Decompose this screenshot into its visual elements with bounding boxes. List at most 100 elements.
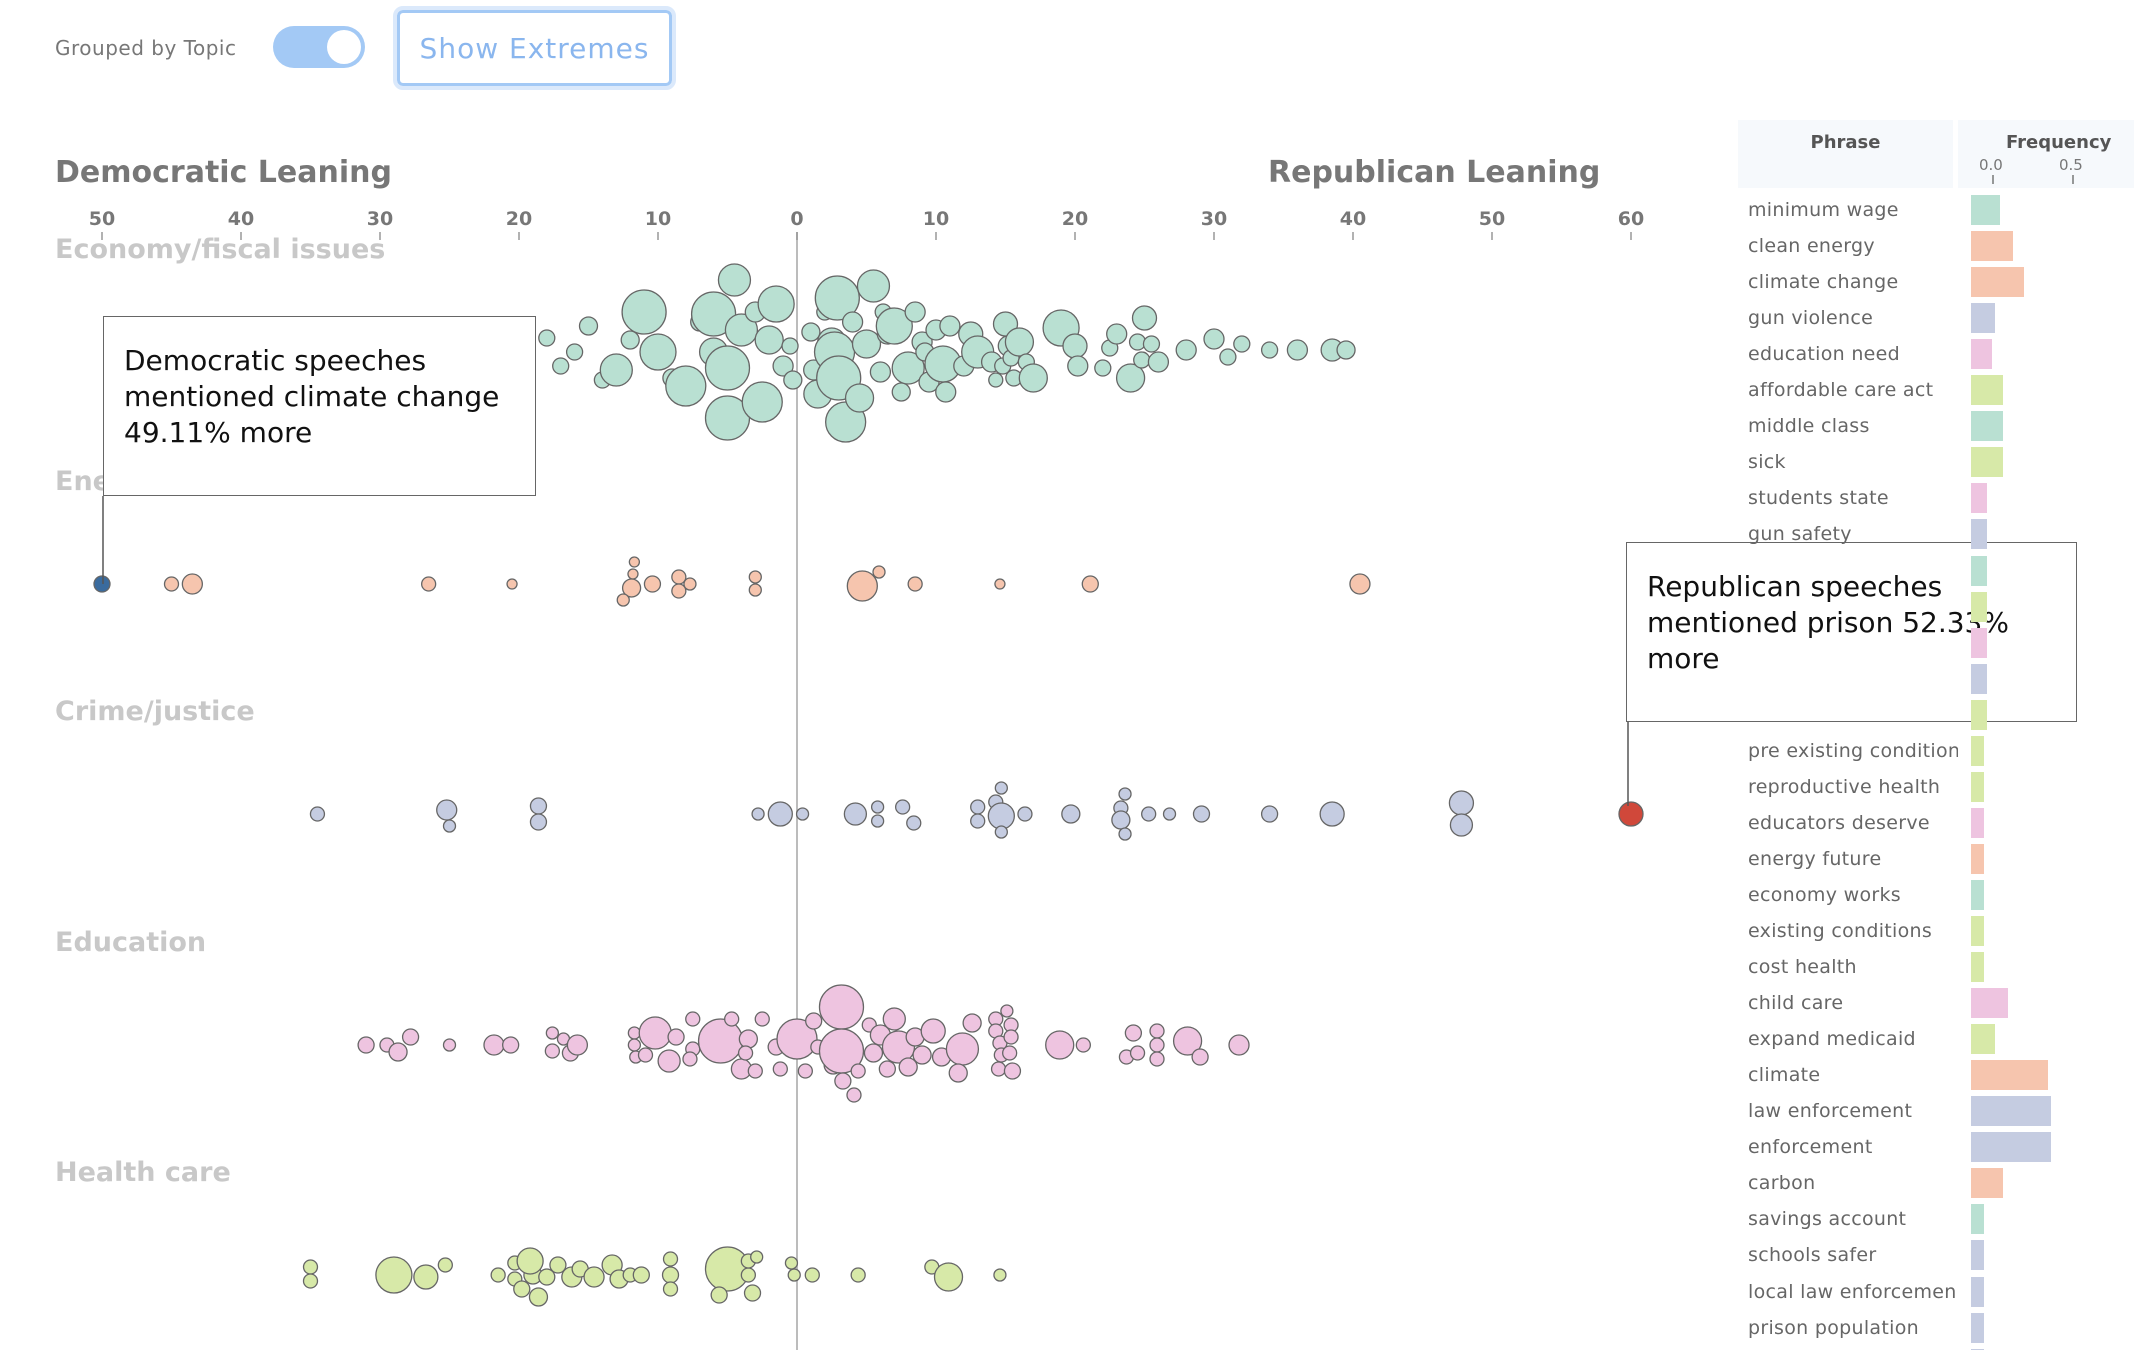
phrase-bubble[interactable] xyxy=(513,1280,531,1298)
phrase-bubble[interactable] xyxy=(1260,341,1279,359)
phrase-row-label[interactable]: schools safer xyxy=(1748,1244,1877,1267)
phrase-bubble[interactable] xyxy=(846,1087,862,1103)
phrase-bubble[interactable] xyxy=(1081,575,1099,593)
phrase-bubble[interactable] xyxy=(632,1266,650,1284)
phrase-bubble[interactable] xyxy=(767,801,793,827)
phrase-bubble[interactable] xyxy=(776,1018,818,1060)
phrase-bubble[interactable] xyxy=(442,819,457,833)
phrase-bubble[interactable] xyxy=(846,570,878,602)
phrase-bubble[interactable] xyxy=(490,1267,506,1283)
phrase-bubble[interactable] xyxy=(665,365,707,407)
phrase-bubble[interactable] xyxy=(1018,363,1048,393)
phrase-bubble[interactable] xyxy=(1149,1037,1165,1053)
phrase-row-label[interactable] xyxy=(1748,589,1958,625)
phrase-bubble[interactable] xyxy=(375,1256,413,1294)
phrase-bubble[interactable] xyxy=(1147,351,1170,373)
phrase-bubble[interactable] xyxy=(578,316,599,336)
phrase-bubble[interactable] xyxy=(1111,810,1131,830)
phrase-bubble[interactable] xyxy=(483,1034,505,1056)
phrase-bubble[interactable] xyxy=(1233,335,1251,353)
phrase-bubble[interactable] xyxy=(970,813,986,829)
phrase-bubble[interactable] xyxy=(1228,1034,1250,1056)
phrase-row-label[interactable]: prison population xyxy=(1748,1316,1919,1339)
phrase-bubble[interactable] xyxy=(529,813,548,831)
phrase-row-label[interactable]: economy works xyxy=(1748,883,1901,906)
phrase-bubble[interactable] xyxy=(1149,1023,1165,1039)
phrase-bubble[interactable] xyxy=(945,1032,980,1066)
phrase-bubble[interactable] xyxy=(1192,805,1211,823)
phrase-bubble[interactable] xyxy=(724,313,759,347)
phrase-row-label[interactable]: carbon xyxy=(1748,1172,1816,1195)
phrase-bubble[interactable] xyxy=(994,578,1006,590)
phrase-bubble[interactable] xyxy=(935,381,957,403)
phrase-bubble[interactable] xyxy=(994,825,1008,839)
phrase-bubble[interactable] xyxy=(704,1246,751,1292)
phrase-bubble[interactable] xyxy=(420,576,437,592)
phrase-bubble[interactable] xyxy=(1062,333,1088,359)
phrase-row-label[interactable]: gun safety xyxy=(1748,523,1852,546)
phrase-bubble[interactable] xyxy=(738,1029,758,1049)
phrase-bubble[interactable] xyxy=(1118,827,1132,841)
phrase-bubble[interactable] xyxy=(891,382,911,402)
phrase-bubble[interactable] xyxy=(1106,323,1128,345)
phrase-bubble[interactable] xyxy=(1094,359,1112,377)
phrase-bubble[interactable] xyxy=(690,291,737,337)
phrase-row-label[interactable]: cost health xyxy=(1748,956,1857,979)
phrase-row-label[interactable] xyxy=(1748,625,1958,661)
phrase-bubble[interactable] xyxy=(987,802,1015,830)
phrase-bubble[interactable] xyxy=(667,1028,685,1046)
phrase-bubble[interactable] xyxy=(1000,1004,1014,1018)
phrase-row-label[interactable]: expand medicaid xyxy=(1748,1028,1916,1051)
phrase-row-label[interactable]: sick xyxy=(1748,451,1786,474)
phrase-bubble[interactable] xyxy=(657,1049,681,1073)
phrase-bubble[interactable] xyxy=(741,381,783,423)
phrase-bubble[interactable] xyxy=(1203,328,1225,350)
phrase-bubble[interactable] xyxy=(1149,1051,1165,1067)
phrase-bubble[interactable] xyxy=(748,583,762,597)
phrase-bubble[interactable] xyxy=(661,1266,680,1284)
phrase-bubble[interactable] xyxy=(1260,805,1279,823)
phrase-row-label[interactable] xyxy=(1748,553,1958,589)
phrase-row-label[interactable]: middle class xyxy=(1748,415,1870,438)
phrase-bubble[interactable] xyxy=(844,383,875,413)
phrase-bubble[interactable] xyxy=(528,1287,549,1307)
phrase-bubble[interactable] xyxy=(621,578,642,598)
phrase-bubble[interactable] xyxy=(1061,804,1081,824)
phrase-bubble[interactable] xyxy=(939,315,961,337)
phrase-bubble[interactable] xyxy=(850,1063,866,1079)
phrase-bubble[interactable] xyxy=(697,1018,744,1064)
toggle-knob[interactable] xyxy=(327,30,361,64)
phrase-bubble[interactable] xyxy=(437,1257,453,1273)
phrase-bubble[interactable] xyxy=(797,1063,813,1079)
phrase-bubble[interactable] xyxy=(737,1045,754,1061)
phrase-bubble[interactable] xyxy=(754,1011,770,1027)
phrase-bubble[interactable] xyxy=(662,1251,679,1267)
phrase-row-label[interactable]: education need xyxy=(1748,343,1900,366)
phrase-bubble[interactable] xyxy=(710,1286,728,1304)
phrase-bubble[interactable] xyxy=(850,1267,866,1283)
phrase-bubble[interactable] xyxy=(781,337,799,355)
phrase-bubble[interactable] xyxy=(814,275,860,321)
phrase-bubble[interactable] xyxy=(1118,787,1132,801)
phrase-bubble[interactable] xyxy=(804,1267,820,1283)
phrase-bubble[interactable] xyxy=(898,1057,918,1077)
phrase-bubble[interactable] xyxy=(302,1273,319,1289)
phrase-bubble[interactable] xyxy=(516,1247,544,1275)
phrase-bubble[interactable] xyxy=(565,343,584,361)
phrase-bubble[interactable] xyxy=(1336,340,1356,360)
phrase-bubble[interactable] xyxy=(549,1256,567,1274)
phrase-row-label[interactable]: minimum wage xyxy=(1748,199,1899,221)
phrase-bubble[interactable] xyxy=(743,1284,762,1302)
phrase-row-label[interactable]: climate xyxy=(1748,1064,1821,1087)
phrase-bubble[interactable] xyxy=(870,814,885,828)
phrase-bubble[interactable] xyxy=(757,285,795,323)
phrase-bubble[interactable] xyxy=(1448,790,1475,816)
phrase-bubble[interactable] xyxy=(529,797,548,815)
phrase-bubble[interactable] xyxy=(643,575,662,593)
phrase-bubble[interactable] xyxy=(616,593,630,607)
phrase-bubble[interactable] xyxy=(750,1250,764,1264)
phrase-bubble[interactable] xyxy=(683,577,697,591)
show-extremes-button[interactable]: Show Extremes xyxy=(393,6,676,90)
phrase-bubble[interactable] xyxy=(906,815,922,831)
phrase-bubble[interactable] xyxy=(1045,1030,1075,1060)
